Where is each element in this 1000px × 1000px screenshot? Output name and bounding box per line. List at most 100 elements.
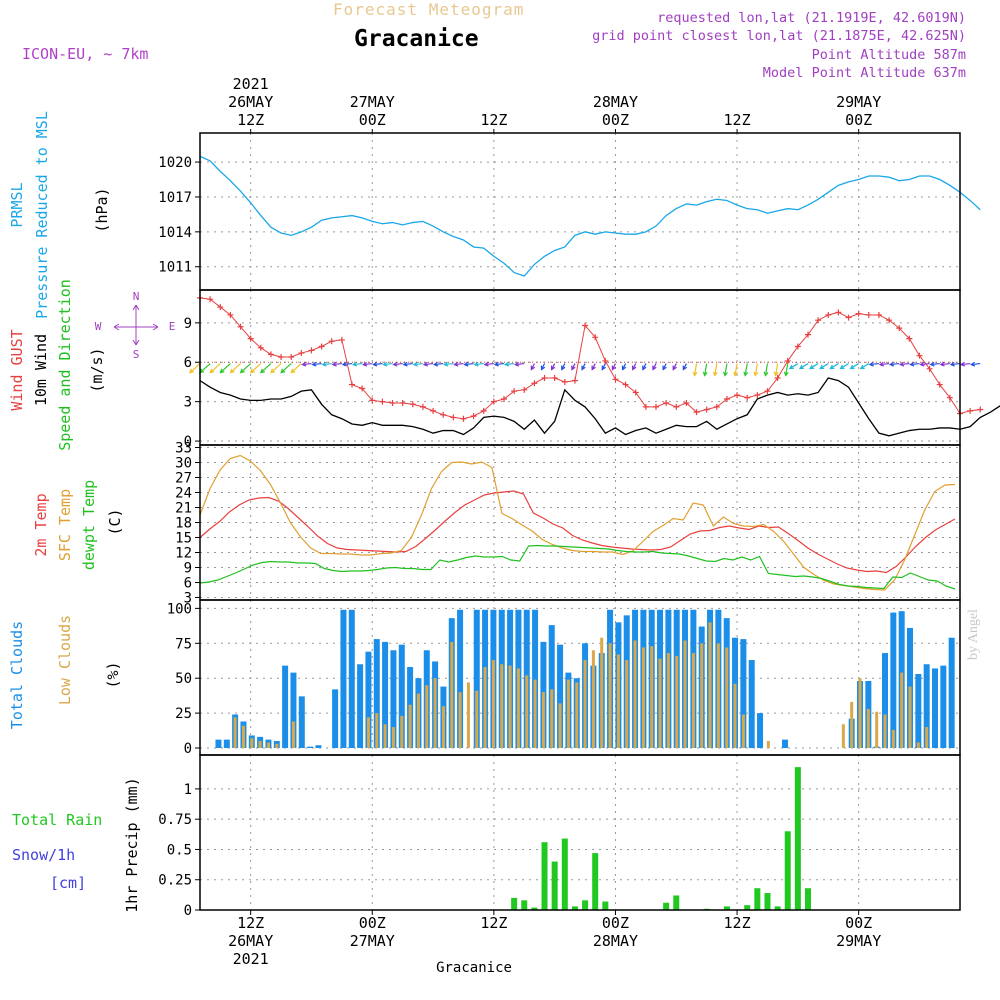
total-clouds-bar bbox=[340, 609, 347, 749]
wind-gust-point bbox=[338, 336, 345, 343]
temp-dewpt-line bbox=[199, 544, 956, 590]
bottom-time-label: 26MAY bbox=[228, 932, 273, 950]
wind-direction-arrow bbox=[270, 363, 282, 374]
y-tick-label: 24 bbox=[175, 486, 192, 502]
total-clouds-bar bbox=[307, 746, 314, 749]
wind-direction-arrow bbox=[392, 361, 398, 367]
wind-gust-label: Wind GUST bbox=[8, 329, 26, 410]
wind-gust-point bbox=[673, 403, 680, 410]
wind-direction-arrow bbox=[819, 363, 829, 370]
y-tick-label: 0.25 bbox=[158, 873, 192, 889]
bottom-time-label: 12Z bbox=[237, 914, 264, 932]
wind-direction-label: Speed and Direction bbox=[56, 279, 74, 451]
wind-gust-point bbox=[653, 403, 659, 410]
low-clouds-bar bbox=[400, 715, 404, 749]
pressure-line bbox=[199, 155, 981, 277]
wind-direction-arrow bbox=[483, 361, 489, 367]
wind-direction-arrow bbox=[474, 362, 484, 366]
y-tick-label: 100 bbox=[167, 601, 192, 617]
wind-gust-point bbox=[896, 325, 903, 332]
low-clouds-bar bbox=[558, 703, 562, 749]
top-time-label: 12Z bbox=[237, 111, 264, 129]
wind-gust-point bbox=[480, 407, 487, 414]
top-time-label: 00Z bbox=[602, 111, 629, 129]
wind-gust-point bbox=[561, 378, 568, 385]
low-clouds-bar bbox=[891, 729, 895, 749]
wind-direction-arrow bbox=[280, 363, 292, 374]
wind-direction-arrow bbox=[463, 361, 469, 367]
y-tick-label: 1020 bbox=[158, 155, 192, 171]
total-clouds-bar bbox=[457, 609, 464, 749]
meteogram-title: Forecast Meteogram bbox=[333, 0, 525, 19]
wind-direction-arrow bbox=[342, 362, 353, 366]
total-clouds-bar bbox=[932, 668, 939, 749]
wind-direction-arrow bbox=[919, 361, 925, 367]
wind-direction-arrow bbox=[341, 361, 347, 367]
wind-gust-line bbox=[199, 297, 981, 420]
wind-gust-point bbox=[298, 350, 305, 357]
wind-direction-arrow bbox=[733, 371, 739, 377]
wind-direction-arrow bbox=[321, 361, 327, 367]
low-clouds-bar bbox=[258, 741, 262, 749]
wind-gust-point bbox=[521, 386, 528, 393]
low-clouds-bar bbox=[716, 643, 720, 749]
rain-bar bbox=[521, 900, 528, 910]
total-clouds-bar bbox=[923, 664, 930, 749]
total-clouds-bar bbox=[390, 650, 397, 749]
wind-gust-point bbox=[794, 343, 801, 350]
wind-gust-point bbox=[328, 338, 335, 345]
low-clouds-bar bbox=[733, 683, 737, 749]
wind-direction-arrow bbox=[712, 371, 718, 377]
wind-10m-line bbox=[199, 377, 1000, 437]
wind-gust-point bbox=[632, 389, 639, 396]
y-tick-label: 3 bbox=[184, 591, 192, 607]
wind-direction-arrow bbox=[601, 365, 606, 371]
wind-gust-point bbox=[744, 394, 751, 401]
wind-gust-point bbox=[642, 403, 649, 410]
total-clouds-bar bbox=[332, 689, 339, 749]
wind-gust-point bbox=[349, 381, 355, 388]
wind-direction-arrow bbox=[260, 368, 265, 374]
compass-south-label: S bbox=[133, 348, 140, 361]
wind-gust-point bbox=[247, 335, 254, 342]
total-clouds-bar bbox=[757, 713, 764, 749]
model-altitude: Model Point Altitude 637m bbox=[762, 65, 966, 81]
total-clouds-bar bbox=[290, 672, 297, 749]
wind-direction-arrow bbox=[393, 362, 403, 366]
wind-direction-arrow bbox=[373, 362, 383, 366]
wind-gust-point bbox=[815, 317, 822, 324]
low-clouds-bar bbox=[741, 714, 745, 749]
wind-direction-arrow bbox=[693, 363, 698, 376]
wind-direction-arrow bbox=[788, 364, 794, 370]
y-tick-label: 9 bbox=[184, 561, 192, 577]
wind-direction-arrow bbox=[970, 361, 976, 367]
wind-direction-arrow bbox=[230, 363, 241, 374]
wind-direction-arrow bbox=[311, 361, 317, 367]
wind-direction-arrow bbox=[773, 371, 779, 377]
wind-direction-arrow bbox=[189, 363, 201, 374]
wind-direction-arrow bbox=[950, 362, 961, 366]
wind-direction-arrow bbox=[799, 363, 809, 370]
wind-gust-point bbox=[541, 375, 548, 382]
wind-direction-arrow bbox=[744, 363, 748, 376]
low-clouds-bar bbox=[700, 643, 704, 749]
grid-point-coordinates: grid point closest lon,lat (21.1875E, 42… bbox=[592, 28, 966, 44]
wind-direction-arrow bbox=[239, 368, 245, 374]
wind-direction-arrow bbox=[382, 361, 388, 367]
y-tick-label: 0.5 bbox=[167, 842, 192, 858]
total-clouds-bar bbox=[223, 739, 230, 749]
wind-direction-arrow bbox=[189, 368, 195, 374]
wind-gust-point bbox=[278, 353, 285, 360]
y-tick-label: 18 bbox=[175, 516, 192, 532]
precip-unit-label: 1hr Precip (mm) bbox=[123, 777, 141, 912]
wind-direction-arrow bbox=[929, 361, 935, 367]
low-clouds-bar bbox=[266, 742, 270, 749]
low-clouds-bar bbox=[291, 721, 295, 749]
temp-dewpt-label: dewpt Temp bbox=[80, 480, 98, 570]
wind-direction-arrow bbox=[353, 362, 363, 366]
wind-direction-arrow bbox=[724, 363, 728, 376]
low-clouds-bar bbox=[508, 665, 512, 749]
low-clouds-bar bbox=[408, 704, 412, 749]
wind-gust-point bbox=[663, 399, 670, 406]
